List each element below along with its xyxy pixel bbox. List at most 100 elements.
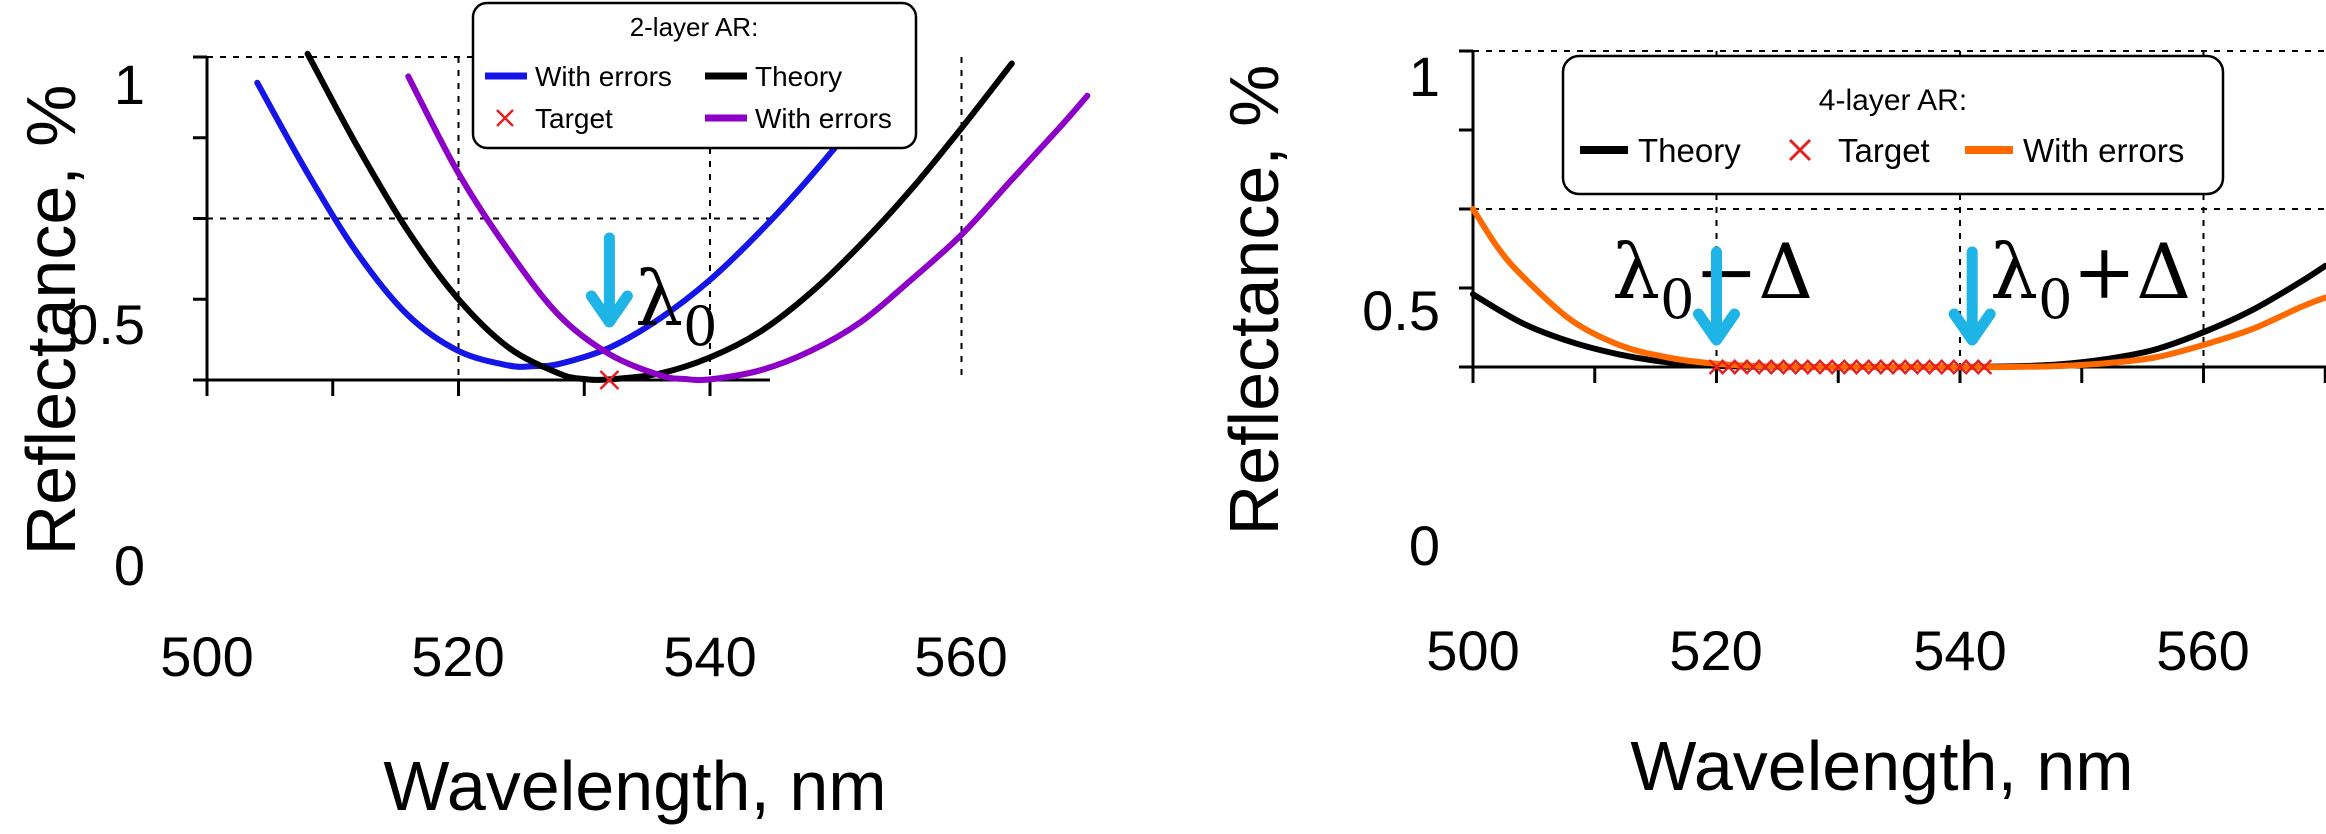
target-markers [599,370,620,390]
series-line-theory [1470,262,2326,371]
x-tick-label: 520 [411,625,504,688]
annotation-subscript: 0 [2038,268,2072,331]
series-lines [254,41,1091,384]
target-marker [1903,359,1920,375]
y-tick-label: 1 [114,53,145,116]
target-marker [1964,359,1981,375]
series-line-with-errors [254,41,915,370]
legend-title: 2-layer AR: [630,12,759,42]
target-marker [1818,359,1834,375]
arrow-head [1693,308,1740,346]
series-line-with-errors [1470,206,2326,371]
target-marker-stroke [1842,359,1859,375]
target-marker-stroke [1708,359,1725,375]
target-marker [1793,359,1810,375]
legend-entry: Target [535,103,613,134]
target-marker [1842,359,1859,375]
target-marker [599,370,620,390]
y-axis-label: Reflectance, % [1215,65,1293,536]
y-axis-label: Reflectance, % [12,85,90,556]
target-marker [1952,359,1968,375]
target-marker [1879,359,1895,375]
arrows [1693,246,1996,346]
legend-swatch-target [496,109,514,127]
series-line-theory [304,50,1015,383]
arrow-head [585,290,633,328]
arrows [585,232,633,328]
annotation-symbol: λ [1612,227,1660,316]
y-tick-label: 0 [1409,514,1440,577]
target-marker-stroke [599,370,620,390]
target-marker-stroke [1952,359,1968,375]
target-marker-stroke [1915,359,1932,375]
target-marker [1745,359,1761,375]
target-marker [1854,359,1871,375]
legend-entry: Target [1838,132,1930,169]
target-marker-stroke [1818,359,1834,375]
target-marker [1830,359,1847,375]
legend-entry: With errors [2023,132,2184,169]
x-tick-label: 500 [160,625,253,688]
target-marker [1866,359,1883,375]
x-axis-label: Wavelength, nm [1630,727,2133,805]
target-marker [1806,359,1822,375]
target-marker-stroke [1769,359,1786,375]
tick-marks [193,55,712,396]
target-marker-stroke [1964,359,1981,375]
x-tick-label: 500 [1426,619,1519,682]
target-marker-stroke [1976,359,1993,375]
target-marker-stroke [1745,359,1761,375]
x-tick-label: 560 [2156,619,2249,682]
x-tick-label: 560 [914,625,1007,688]
legend-swatch-target [1788,138,1812,162]
target-marker-stroke [1879,359,1895,375]
chart-4-layer-ar: 500 520 540 560 0 0.5 1 Wavelength, nm R… [1215,45,2326,805]
target-marker-stroke [1757,359,1774,375]
x-axis-label: Wavelength, nm [383,747,886,825]
annotation-lambda0-plus-delta: λ0+Δ [1990,227,2191,331]
target-marker [1732,359,1749,375]
target-marker [1757,359,1774,375]
series-line-with-errors [405,73,1091,384]
target-marker-stroke [1781,359,1798,375]
target-marker [1720,359,1737,375]
chart-2-layer-ar: 500 520 540 560 0 0.5 1 Wavelength, nm R… [12,1,1091,825]
target-marker-stroke [1830,359,1847,375]
target-marker [1939,359,1956,375]
target-marker-stroke [1939,359,1956,375]
y-tick-label: 0.5 [1362,279,1440,342]
target-marker [1708,359,1725,375]
y-tick-label: 0 [114,534,145,597]
legend-box [471,1,918,150]
target-marker-stroke [1891,359,1908,375]
target-marker [1781,359,1798,375]
svg-text:λ0: λ0 [635,254,718,358]
annotation-subscript: 0 [683,295,717,358]
target-marker-stroke [1927,359,1944,375]
x-tick-label: 520 [1669,619,1762,682]
legend-entry: Theory [1638,132,1741,169]
arrow-down [585,232,633,328]
annotation-symbol: λ [635,254,683,343]
legend-box [1561,54,2225,196]
legend-entry: Theory [755,61,842,92]
svg-text:λ0+Δ: λ0+Δ [1990,227,2191,331]
target-marker [1891,359,1908,375]
annotation-lambda0: λ0 [635,254,718,358]
arrow-down [1693,246,1740,346]
target-marker [1769,359,1786,375]
target-marker-stroke [1866,359,1883,375]
target-marker-stroke [1806,359,1822,375]
y-tick-label: 1 [1409,45,1440,108]
legend-entry: With errors [755,103,892,134]
legend-2-layer: 2-layer AR: With errors Theory Target Wi… [471,1,918,150]
target-marker [1927,359,1944,375]
target-marker [1976,359,1993,375]
y-tick-label: 0.5 [67,293,145,356]
annotation-subscript: 0 [1660,268,1694,331]
target-marker-stroke [1720,359,1737,375]
legend-4-layer: 4-layer AR: Theory Target With errors [1561,54,2225,196]
target-marker-stroke [1793,359,1810,375]
annotation-suffix: +Δ [2073,227,2192,316]
